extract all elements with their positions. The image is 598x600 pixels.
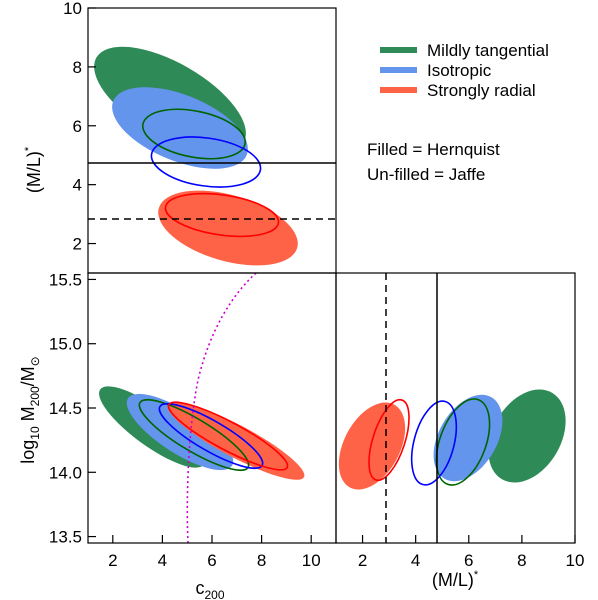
br-strongly-radial-hernquist-region bbox=[338, 402, 406, 490]
br-xtick-label: 2 bbox=[358, 551, 367, 570]
legend-label-mildly-tangential: Mildly tangential bbox=[427, 41, 549, 60]
tl-ytick-label: 10 bbox=[63, 0, 82, 18]
tl-ytick-label: 4 bbox=[73, 176, 82, 195]
tl-isotropic-hernquist-region bbox=[112, 87, 248, 169]
br-xlabel: (M/L)* bbox=[432, 569, 479, 590]
tl-ytick-label: 6 bbox=[73, 117, 82, 136]
top-left-regions bbox=[94, 46, 298, 266]
legend-note-unfilled: Un-filled = Jaffe bbox=[367, 165, 485, 184]
bottom-right-regions bbox=[338, 389, 566, 490]
legend: Mildly tangential Isotropic Strongly rad… bbox=[367, 41, 549, 184]
legend-item-mildly-tangential: Mildly tangential bbox=[380, 41, 549, 60]
tl-ytick-label: 8 bbox=[73, 58, 82, 77]
br-mildly-tangential-jaffe-contour bbox=[435, 398, 491, 486]
br-xtick-label: 8 bbox=[517, 551, 526, 570]
br-x-ticks: 2 4 6 8 10 bbox=[358, 535, 585, 570]
bl-xtick-label: 10 bbox=[302, 551, 321, 570]
br-xtick-label: 10 bbox=[566, 551, 585, 570]
bottom-left-regions bbox=[99, 273, 305, 543]
bl-xlabel: c200 bbox=[195, 578, 224, 600]
br-mildly-tangential-hernquist-region bbox=[488, 389, 566, 483]
tl-strongly-radial-hernquist-region bbox=[158, 190, 298, 266]
bl-strongly-radial-jaffe-contour bbox=[167, 401, 289, 471]
bl-ytick-label: 15.5 bbox=[49, 270, 82, 289]
bl-ytick-label: 14.0 bbox=[49, 463, 82, 482]
bl-x-ticks: 2 4 6 8 10 bbox=[108, 535, 321, 570]
legend-label-isotropic: Isotropic bbox=[427, 61, 492, 80]
bl-xtick-label: 4 bbox=[158, 551, 167, 570]
br-strongly-radial-jaffe-contour bbox=[368, 398, 410, 482]
svg-text:log10 M200/M⊙: log10 M200/M⊙ bbox=[18, 356, 42, 463]
bl-xtick-label: 6 bbox=[207, 551, 216, 570]
tl-y-ticks: 2 4 6 8 10 bbox=[63, 0, 96, 254]
tl-strongly-radial-jaffe-contour bbox=[164, 192, 280, 238]
legend-label-strongly-radial: Strongly radial bbox=[427, 81, 536, 100]
br-xtick-label: 4 bbox=[411, 551, 420, 570]
bl-xtick-label: 2 bbox=[108, 551, 117, 570]
tl-ylabel: (M/L)* bbox=[23, 146, 44, 193]
bl-ylabel: log10 M200/M⊙ bbox=[18, 356, 42, 463]
bl-xtick-label: 8 bbox=[257, 551, 266, 570]
bl-ytick-label: 15.0 bbox=[49, 335, 82, 354]
tl-ytick-label: 2 bbox=[73, 235, 82, 254]
legend-note-filled: Filled = Hernquist bbox=[367, 140, 500, 159]
legend-item-isotropic: Isotropic bbox=[380, 61, 492, 80]
bl-y-ticks: 13.5 14.0 14.5 15.0 15.5 bbox=[49, 270, 96, 547]
legend-item-strongly-radial: Strongly radial bbox=[380, 81, 536, 100]
panel-bottom-left: 13.5 14.0 14.5 15.0 15.5 2 4 6 8 10 log10 M200/M… bbox=[18, 270, 337, 600]
panel-top-left: 2 4 6 8 10 (M/L)* bbox=[23, 0, 337, 274]
panel-bottom-right: 2 4 6 8 10 (M/L)* bbox=[335, 272, 585, 590]
br-xtick-label: 6 bbox=[464, 551, 473, 570]
bl-ytick-label: 14.5 bbox=[49, 399, 82, 418]
br-isotropic-jaffe-contour bbox=[410, 400, 458, 486]
tl-mildly-tangential-jaffe-contour bbox=[141, 108, 247, 160]
tl-isotropic-jaffe-contour bbox=[150, 136, 262, 188]
br-axes-frame bbox=[335, 272, 576, 544]
bl-ytick-label: 13.5 bbox=[49, 528, 82, 547]
svg-text:(M/L)*: (M/L)* bbox=[23, 146, 44, 193]
